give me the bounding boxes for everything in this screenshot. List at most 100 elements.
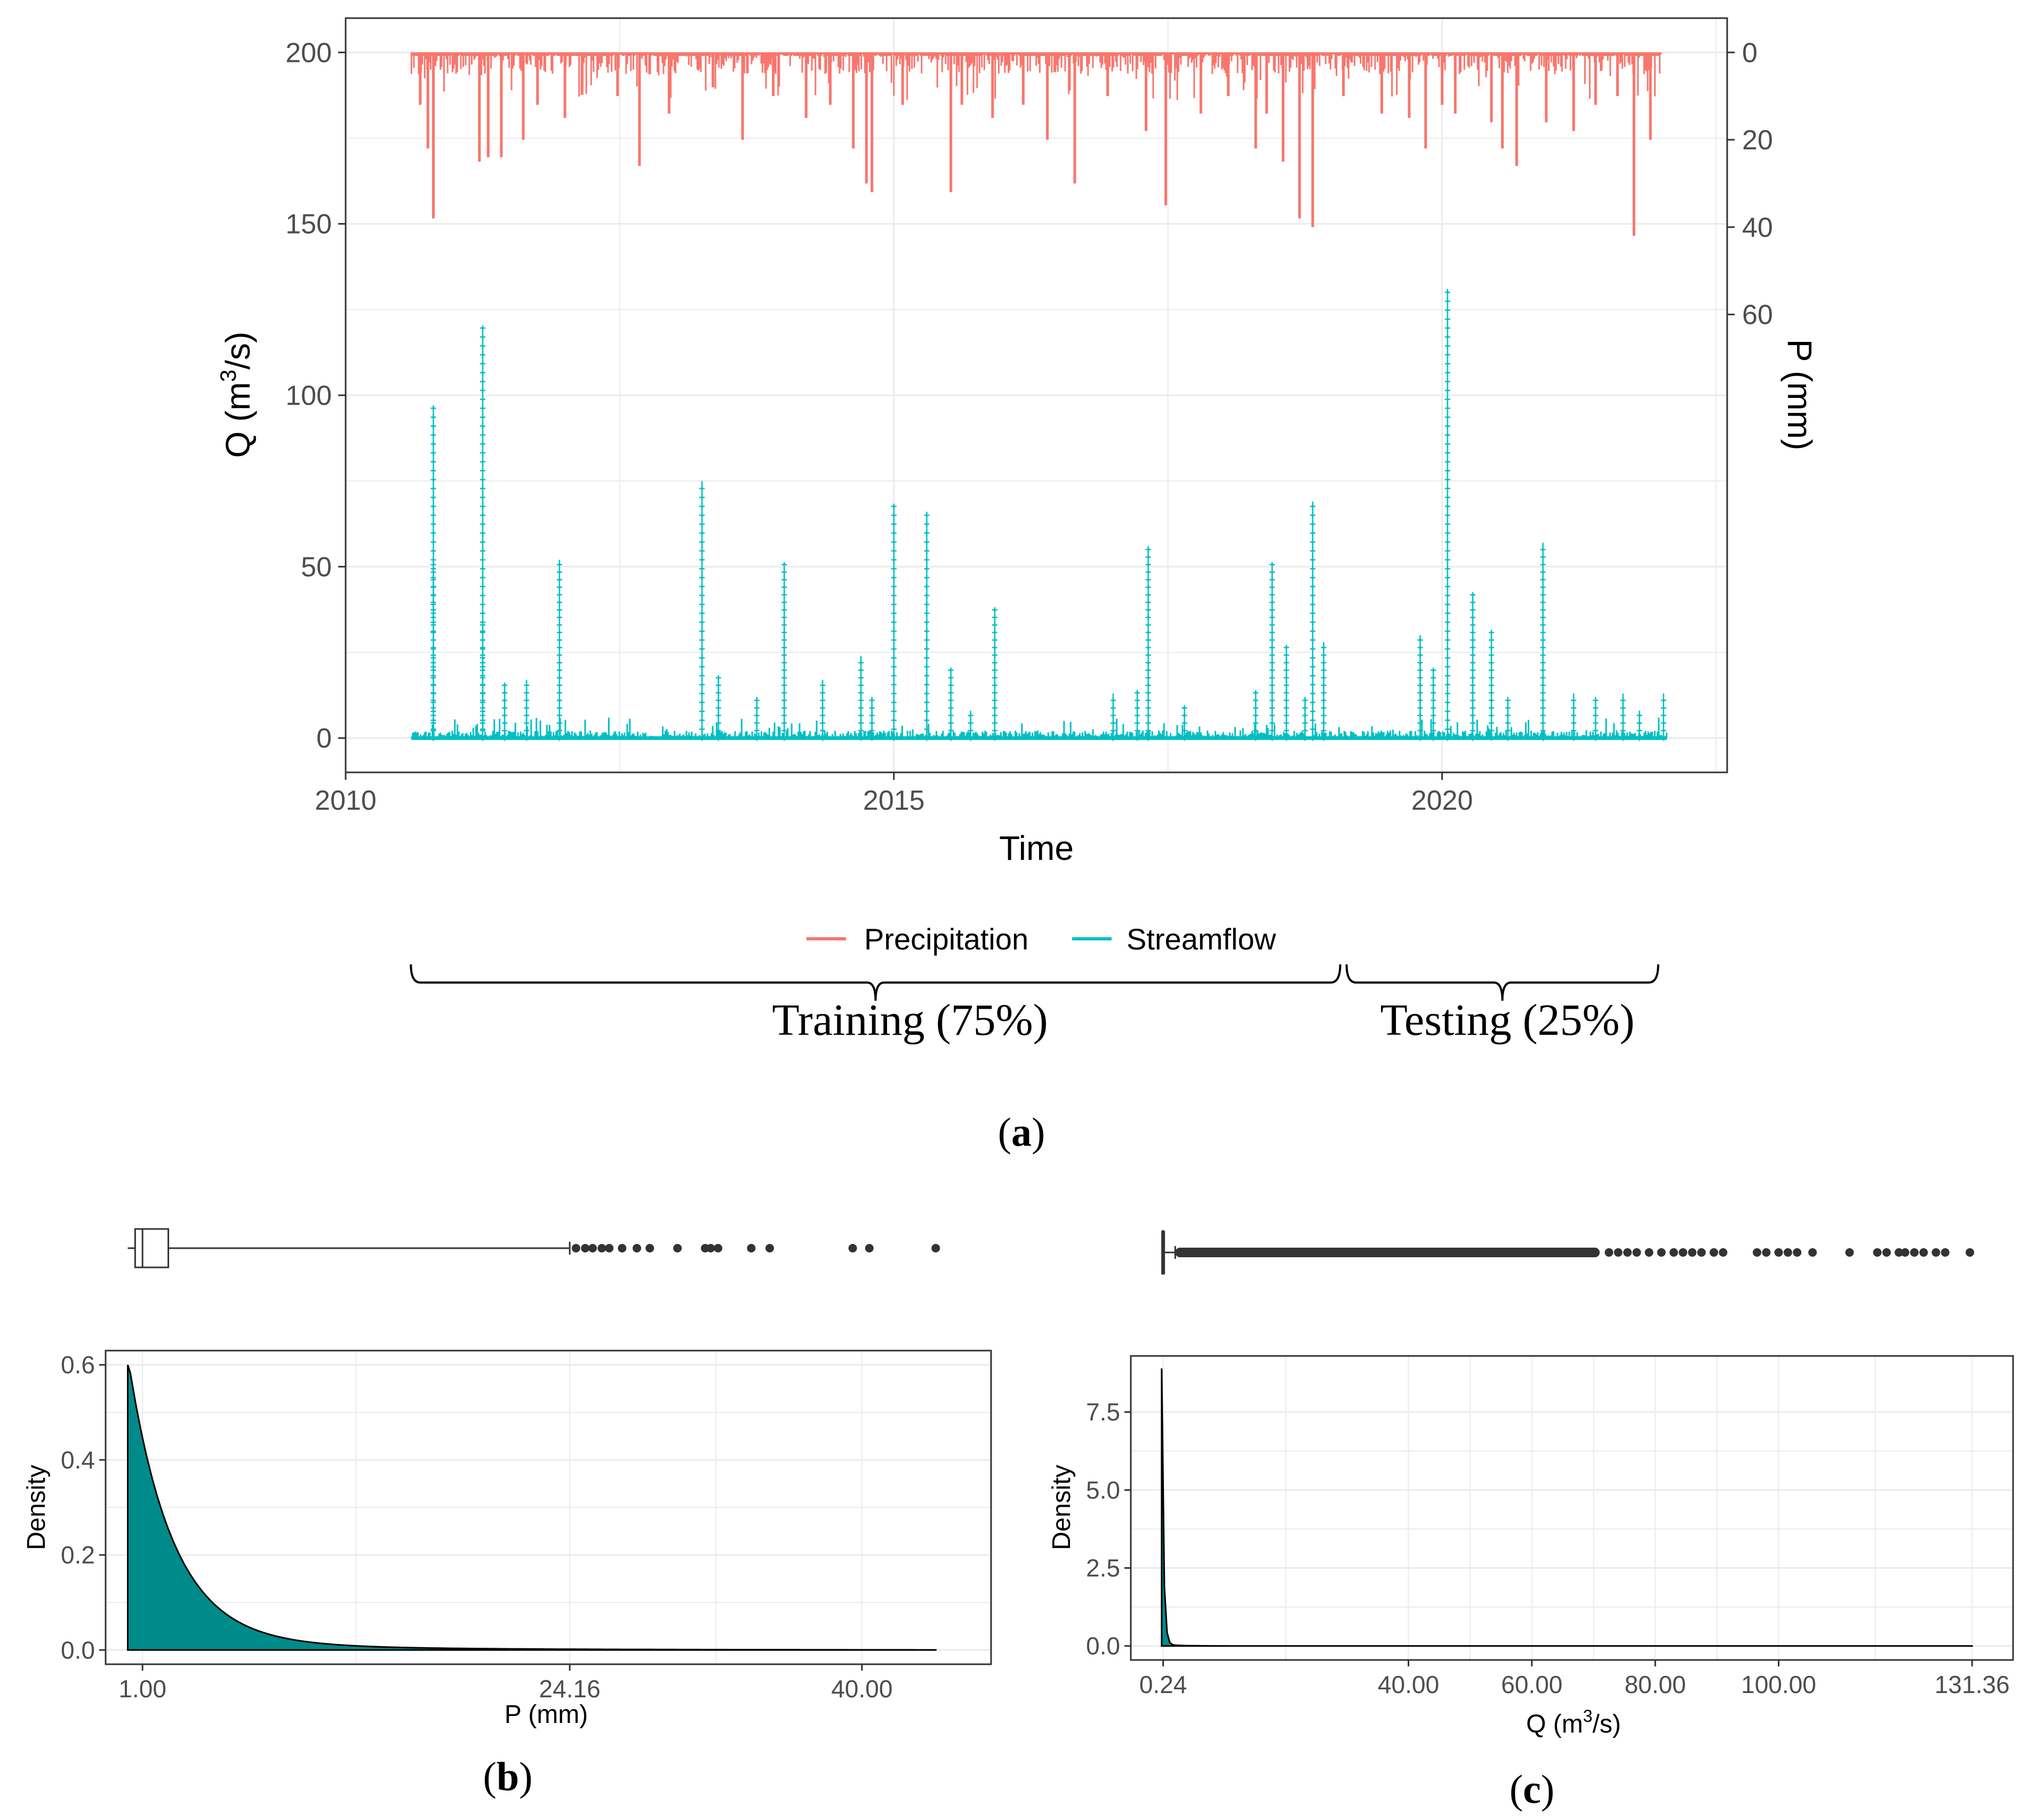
panel-a-y-left-axis-title: Q (m3/s) bbox=[215, 332, 257, 458]
streamflow-point bbox=[1431, 675, 1436, 681]
streamflow-point bbox=[699, 485, 705, 491]
streamflow-point bbox=[480, 504, 485, 509]
streamflow-point bbox=[891, 602, 897, 608]
streamflow-point bbox=[480, 698, 485, 704]
streamflow-point bbox=[858, 735, 864, 741]
streamflow-point bbox=[1444, 673, 1450, 678]
streamflow-point bbox=[430, 574, 436, 580]
boxplot-outlier bbox=[865, 1244, 874, 1252]
streamflow-point bbox=[524, 682, 530, 688]
streamflow-point bbox=[480, 370, 485, 376]
streamflow-point bbox=[1145, 547, 1151, 553]
streamflow-point bbox=[1593, 735, 1599, 741]
streamflow-point bbox=[858, 682, 864, 688]
boxplot-outlier bbox=[1931, 1248, 1941, 1257]
streamflow-point bbox=[891, 708, 897, 714]
streamflow-point bbox=[1470, 682, 1476, 688]
streamflow-point bbox=[1321, 713, 1327, 719]
streamflow-point bbox=[502, 735, 508, 741]
streamflow-point bbox=[480, 660, 485, 666]
x-tick-label: 100.00 bbox=[1741, 1671, 1816, 1698]
streamflow-point bbox=[1283, 728, 1289, 733]
panel-b-x-ticks: 1.00 24.16 40.00 bbox=[118, 1664, 892, 1703]
streamflow-point bbox=[1444, 691, 1450, 697]
streamflow-point bbox=[992, 720, 997, 726]
streamflow-point bbox=[781, 735, 787, 741]
panel-c-label: (c) bbox=[1510, 1767, 1554, 1812]
streamflow-point bbox=[1636, 720, 1642, 726]
streamflow-point bbox=[502, 713, 508, 719]
streamflow-point bbox=[524, 698, 530, 704]
streamflow-point bbox=[1283, 652, 1289, 658]
streamflow-point bbox=[1489, 728, 1495, 733]
streamflow-point bbox=[891, 593, 897, 598]
streamflow-point bbox=[480, 414, 485, 420]
streamflow-point bbox=[524, 705, 530, 711]
streamflow-point bbox=[924, 727, 930, 732]
streamflow-point bbox=[1269, 614, 1275, 620]
boxplot-outlier bbox=[1941, 1248, 1950, 1257]
streamflow-point bbox=[924, 628, 930, 634]
streamflow-point bbox=[1470, 690, 1476, 696]
boxplot-outlier bbox=[1710, 1248, 1719, 1257]
streamflow-point bbox=[715, 728, 721, 733]
streamflow-point bbox=[480, 432, 485, 438]
streamflow-point bbox=[1444, 325, 1450, 331]
streamflow-point bbox=[1620, 698, 1626, 704]
streamflow-point bbox=[820, 682, 826, 688]
streamflow-point bbox=[781, 667, 787, 673]
panel-b-precip-density: 1.00 24.16 40.00 0.0 0.2 0.4 0.6 P (mm) Densi… bbox=[22, 1228, 992, 1799]
streamflow-point bbox=[1470, 667, 1476, 673]
streamflow-point bbox=[1505, 720, 1511, 726]
streamflow-point bbox=[430, 673, 436, 678]
streamflow-point bbox=[556, 607, 562, 613]
streamflow-point bbox=[1660, 720, 1666, 726]
streamflow-point bbox=[699, 494, 705, 500]
streamflow-point bbox=[992, 629, 997, 635]
streamflow-point bbox=[1269, 607, 1275, 613]
streamflow-point bbox=[1253, 728, 1259, 733]
streamflow-point bbox=[480, 645, 485, 651]
streamflow-point bbox=[1417, 690, 1423, 696]
streamflow-point bbox=[480, 539, 485, 545]
streamflow-point bbox=[1283, 690, 1289, 696]
streamflow-point bbox=[1444, 574, 1450, 580]
streamflow-point bbox=[1135, 720, 1140, 726]
streamflow-point bbox=[1489, 652, 1495, 658]
streamflow-point bbox=[556, 735, 562, 741]
streamflow-point bbox=[858, 675, 864, 681]
boxplot-outlier bbox=[1669, 1248, 1678, 1257]
streamflow-point bbox=[891, 727, 897, 732]
streamflow-point bbox=[1145, 720, 1151, 726]
streamflow-point bbox=[1302, 705, 1308, 711]
streamflow-point bbox=[1321, 705, 1327, 711]
streamflow-point bbox=[1505, 698, 1511, 704]
streamflow-point bbox=[1145, 652, 1151, 658]
boxplot-outlier bbox=[1657, 1248, 1666, 1257]
testing-bracket: Testing (25%) bbox=[1345, 964, 1659, 1045]
streamflow-point bbox=[781, 720, 787, 726]
streamflow-point bbox=[1540, 690, 1546, 696]
streamflow-point bbox=[1571, 698, 1577, 704]
streamflow-point bbox=[1135, 713, 1140, 719]
streamflow-point bbox=[924, 602, 930, 608]
streamflow-point bbox=[1310, 682, 1315, 688]
streamflow-point bbox=[699, 602, 705, 608]
streamflow-point bbox=[1571, 705, 1577, 711]
panel-a-grid bbox=[345, 18, 1727, 772]
streamflow-point bbox=[699, 584, 705, 589]
streamflow-point bbox=[992, 607, 997, 613]
streamflow-point bbox=[1489, 645, 1495, 651]
streamflow-point bbox=[1310, 727, 1315, 732]
streamflow-point bbox=[480, 675, 485, 681]
panel-a-x-ticks: 2010 2015 2020 bbox=[315, 772, 1473, 816]
streamflow-point bbox=[754, 728, 760, 733]
streamflow-point bbox=[1145, 584, 1151, 590]
streamflow-point bbox=[1145, 614, 1151, 620]
streamflow-point bbox=[1283, 667, 1289, 673]
streamflow-point bbox=[924, 539, 930, 545]
streamflow-point bbox=[556, 720, 562, 726]
streamflow-point bbox=[1310, 593, 1315, 598]
streamflow-point bbox=[1444, 539, 1450, 545]
